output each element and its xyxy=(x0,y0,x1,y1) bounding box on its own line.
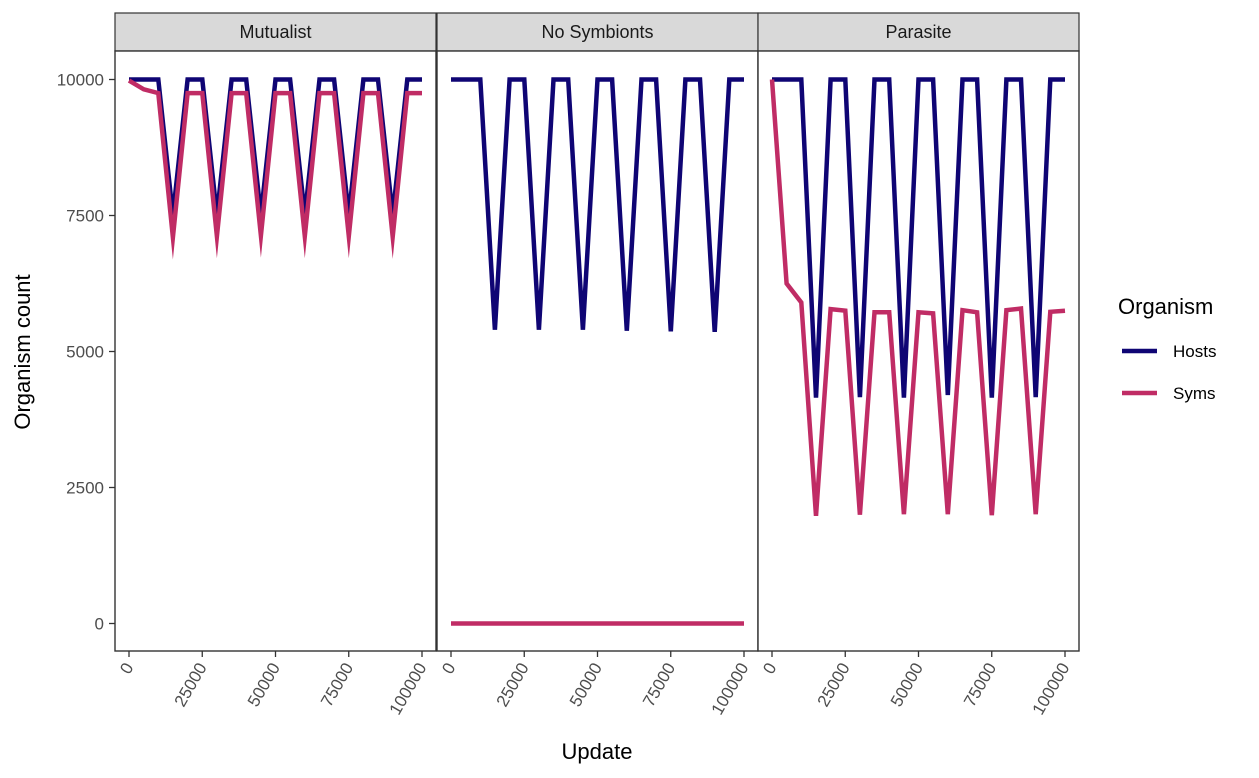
panel-parasite: Parasite 0 25000 50000 75000 100000 xyxy=(757,12,1080,719)
panel-mutualist: Mutualist 0 25000 50000 75000 100000 xyxy=(114,12,437,719)
legend-entry-syms: Syms xyxy=(1122,384,1216,403)
x-tick-label: 100000 xyxy=(386,660,431,719)
y-tick-label: 5000 xyxy=(66,343,104,362)
x-tick-label: 25000 xyxy=(493,660,533,710)
x-tick-label: 0 xyxy=(759,660,780,678)
x-tick-label: 25000 xyxy=(814,660,854,710)
legend-entry-hosts: Hosts xyxy=(1122,342,1216,361)
legend-label-syms: Syms xyxy=(1173,384,1216,403)
series-line-syms xyxy=(769,79,1066,516)
series-line-syms xyxy=(127,78,422,260)
series-line-hosts xyxy=(772,77,1065,398)
x-tick-label: 100000 xyxy=(708,660,753,719)
panel-strip-label: No Symbionts xyxy=(541,22,653,42)
x-tick-label: 50000 xyxy=(244,660,284,710)
y-axis-label: Organism count xyxy=(10,274,35,429)
x-tick-label: 75000 xyxy=(960,660,1000,710)
legend-label-hosts: Hosts xyxy=(1173,342,1216,361)
series-line-hosts xyxy=(451,77,744,333)
x-tick-label: 75000 xyxy=(639,660,679,710)
legend-title: Organism xyxy=(1118,294,1213,319)
x-axis-label: Update xyxy=(562,739,633,764)
panel-strip xyxy=(757,12,1080,52)
panel-strip-label: Parasite xyxy=(885,22,951,42)
y-tick-label: 0 xyxy=(95,615,104,634)
x-tick-label: 50000 xyxy=(566,660,606,710)
x-tick-label: 0 xyxy=(116,660,137,678)
x-tick-label: 25000 xyxy=(171,660,211,710)
x-tick-label: 0 xyxy=(438,660,459,678)
y-tick-label: 10000 xyxy=(57,71,104,90)
x-tick-label: 50000 xyxy=(887,660,927,710)
y-tick-label: 7500 xyxy=(66,207,104,226)
panel-strip xyxy=(114,12,437,52)
x-tick-label: 100000 xyxy=(1029,660,1074,719)
legend: Organism Hosts Syms xyxy=(1118,294,1216,403)
panel-no-symbionts: No Symbionts 0 25000 50000 75000 100000 xyxy=(436,12,759,719)
y-tick-label: 2500 xyxy=(66,479,104,498)
x-tick-label: 75000 xyxy=(317,660,357,710)
panel-strip-label: Mutualist xyxy=(239,22,311,42)
y-axis: 0 2500 5000 7500 10000 xyxy=(57,71,115,634)
panel-strip xyxy=(436,12,759,52)
